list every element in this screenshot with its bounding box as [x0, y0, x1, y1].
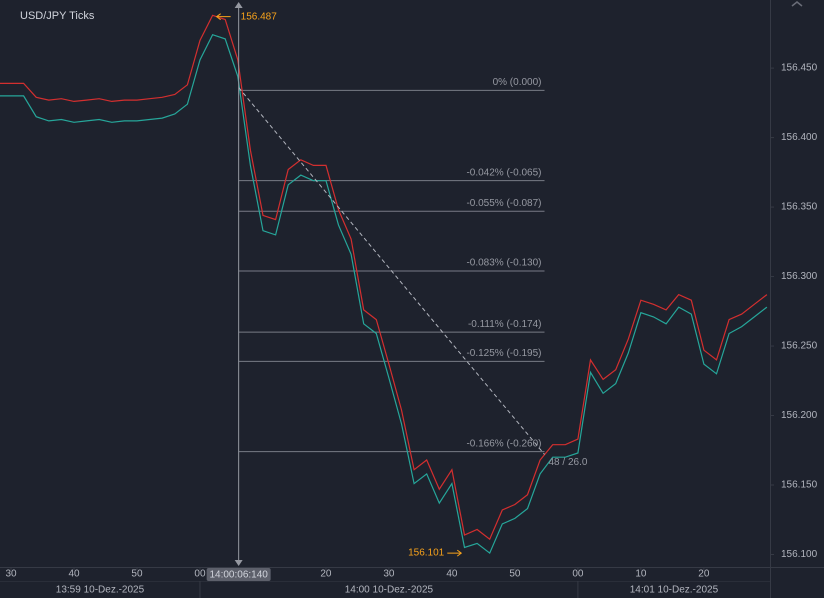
fib-label: -0.055% (-0.087)	[466, 198, 541, 209]
y-tick-label: 156.250	[781, 341, 818, 352]
crosshair-label: 14:00:06:140	[209, 570, 268, 581]
fib-label: -0.083% (-0.130)	[466, 258, 541, 269]
low-label: 156.101	[408, 548, 445, 559]
high-arrow	[215, 13, 231, 21]
y-tick-label: 156.200	[781, 410, 818, 421]
fib-label: -0.042% (-0.065)	[466, 167, 541, 178]
y-tick-label: 156.100	[781, 549, 818, 560]
x-tick-label: 50	[509, 569, 521, 580]
x-tick-label: 10	[635, 569, 647, 580]
x-tick-label: 00	[194, 569, 206, 580]
crosshair-arrow-top	[234, 2, 243, 8]
chart-title: USD/JPY Ticks	[20, 10, 95, 22]
y-tick-label: 156.300	[781, 271, 818, 282]
minute-label: 14:01 10-Dez.-2025	[630, 585, 719, 596]
collapse-icon[interactable]	[791, 1, 803, 7]
x-tick-label: 40	[68, 569, 80, 580]
trendline	[238, 87, 545, 455]
minute-label: 13:59 10-Dez.-2025	[56, 585, 145, 596]
x-tick-label: 40	[446, 569, 458, 580]
x-tick-label: 30	[5, 569, 17, 580]
price-line	[0, 14, 768, 541]
high-label: 156.487	[241, 11, 278, 22]
x-tick-label: 50	[131, 569, 143, 580]
trend-label: 48 / 26.0	[549, 457, 588, 468]
fib-label: 0% (0.000)	[493, 77, 542, 88]
fib-label: -0.111% (-0.174)	[468, 319, 542, 330]
y-tick-label: 156.450	[781, 63, 818, 74]
y-tick-label: 156.400	[781, 132, 818, 143]
fib-label: -0.125% (-0.195)	[466, 348, 541, 359]
x-tick-label: 20	[320, 569, 332, 580]
price-line	[0, 33, 768, 555]
low-arrow	[447, 549, 463, 557]
x-tick-label: 20	[698, 569, 710, 580]
y-tick-label: 156.150	[781, 480, 818, 491]
y-tick-label: 156.350	[781, 202, 818, 213]
minute-label: 14:00 10-Dez.-2025	[345, 585, 434, 596]
fib-label: -0.166% (-0.260)	[466, 438, 541, 449]
crosshair-label-box	[206, 568, 271, 581]
crosshair-arrow-bottom	[234, 560, 243, 566]
x-tick-label: 00	[572, 569, 584, 580]
x-tick-label: 30	[383, 569, 395, 580]
